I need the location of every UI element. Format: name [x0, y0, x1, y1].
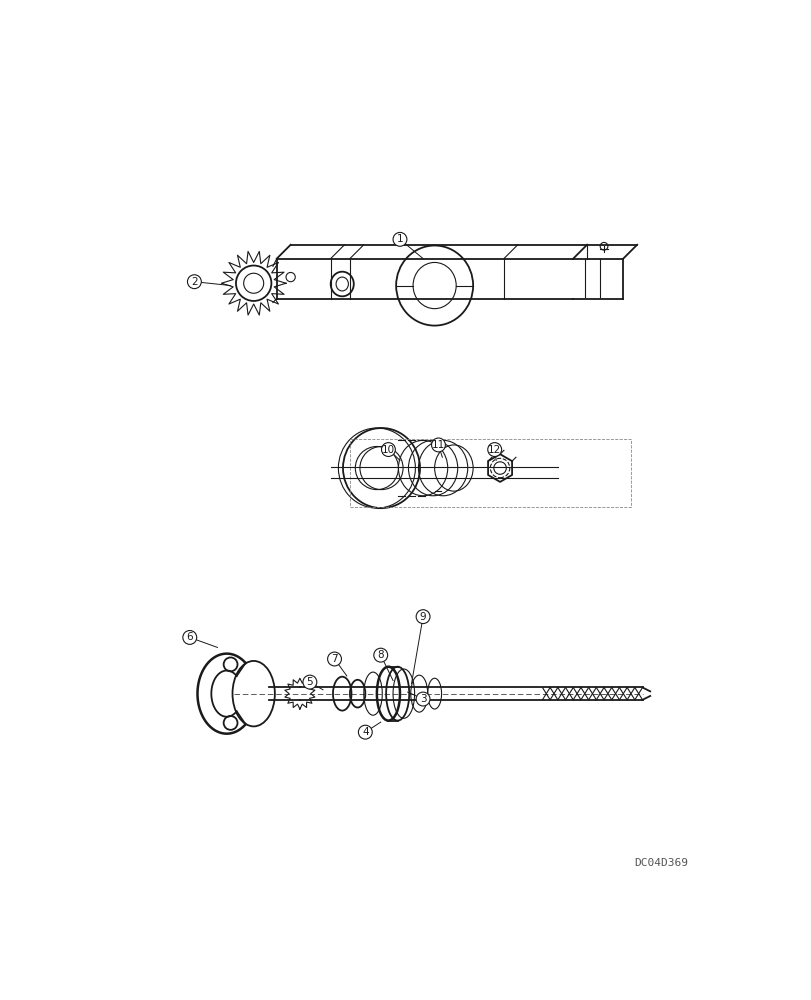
Circle shape — [487, 443, 501, 456]
Circle shape — [358, 725, 371, 739]
Circle shape — [182, 631, 196, 644]
Text: DC04D369: DC04D369 — [634, 858, 688, 868]
Text: 1: 1 — [397, 234, 403, 244]
Text: 3: 3 — [419, 694, 426, 704]
Circle shape — [373, 648, 387, 662]
Text: 12: 12 — [487, 445, 500, 455]
Circle shape — [303, 675, 316, 689]
Circle shape — [431, 438, 445, 452]
Bar — [350, 439, 630, 507]
Text: 10: 10 — [381, 445, 394, 455]
Circle shape — [415, 610, 430, 624]
Circle shape — [415, 692, 430, 706]
Text: 5: 5 — [307, 677, 313, 687]
Circle shape — [381, 443, 395, 456]
Text: 6: 6 — [187, 632, 193, 642]
Circle shape — [187, 275, 201, 289]
Text: 9: 9 — [419, 612, 426, 622]
Text: 8: 8 — [377, 650, 384, 660]
Text: 4: 4 — [362, 727, 368, 737]
Text: 7: 7 — [331, 654, 337, 664]
Circle shape — [393, 232, 406, 246]
Circle shape — [327, 652, 341, 666]
Text: 2: 2 — [191, 277, 197, 287]
Text: 11: 11 — [431, 440, 444, 450]
